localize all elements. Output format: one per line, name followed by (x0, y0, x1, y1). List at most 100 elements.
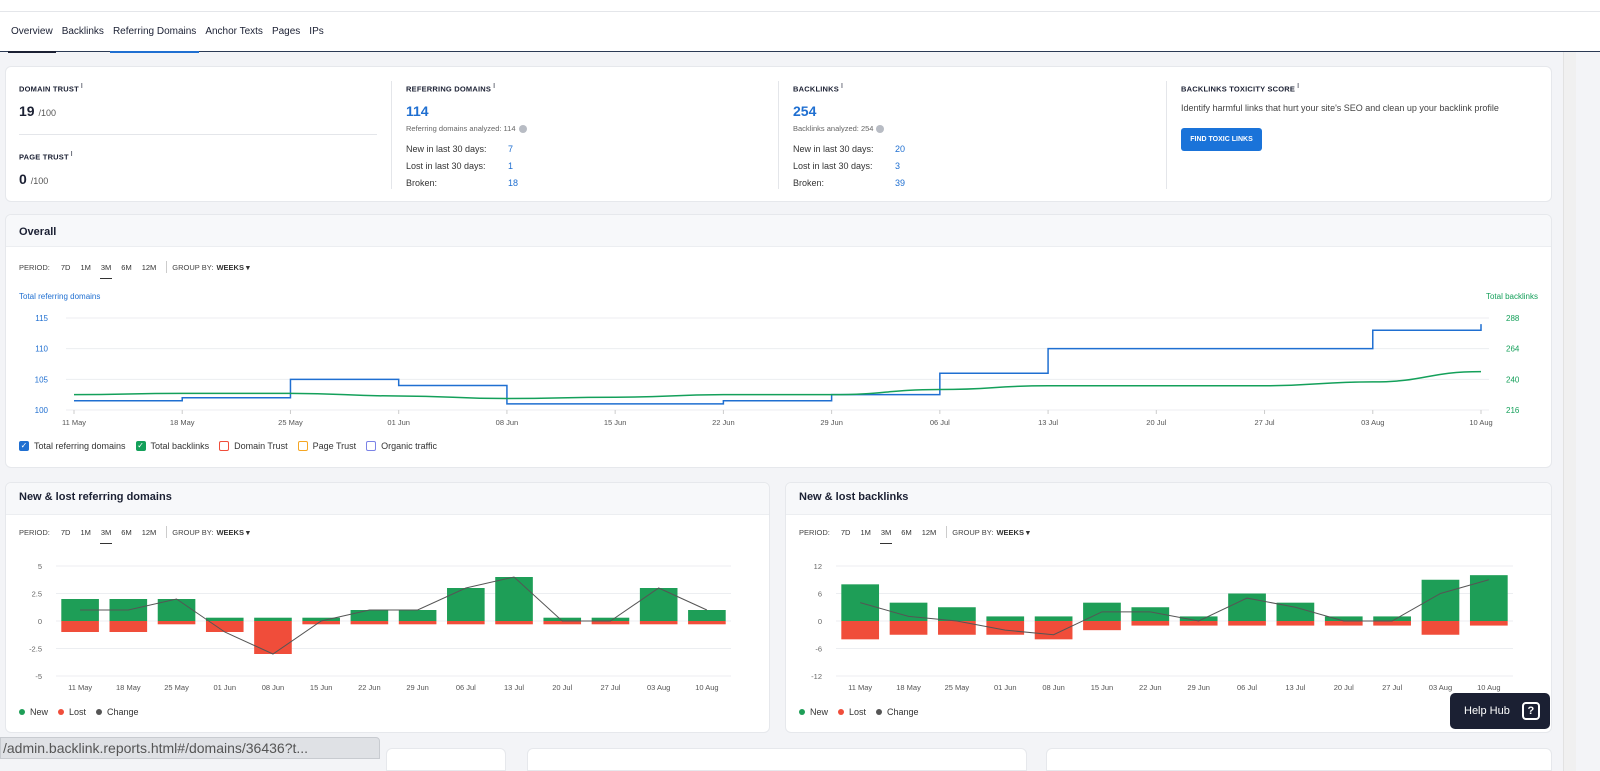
x-tick-label: 20 Jul (1146, 418, 1166, 427)
legend-total-referring-domains[interactable]: ✓ Total referring domains (19, 441, 126, 451)
x-tick-label: 11 May (848, 683, 872, 692)
bar-new (1421, 579, 1460, 621)
group-by-dropdown[interactable]: WEEKS ▾ (216, 527, 250, 537)
broken-value-link[interactable]: 39 (895, 177, 906, 188)
period-selector: PERIOD: 7D 1M 3M 6M 12M GROUP BY: WEEKS … (799, 526, 1030, 544)
referring-domains-value[interactable]: 114 (406, 103, 429, 119)
y-tick-label: 0 (818, 617, 822, 626)
legend-lost[interactable]: Lost (838, 707, 866, 717)
period-3m[interactable]: 3M (99, 527, 113, 544)
period-12m[interactable]: 12M (141, 262, 157, 272)
period-6m[interactable]: 6M (121, 262, 132, 272)
lost-value-link[interactable]: 1 (508, 160, 514, 171)
lost-value-link[interactable]: 3 (895, 160, 901, 171)
legend-lost[interactable]: Lost (58, 707, 86, 717)
overall-legend: ✓ Total referring domains ✓ Total backlink… (19, 441, 447, 451)
legend-new[interactable]: New (799, 707, 828, 717)
bar-lost (1034, 621, 1073, 640)
info-icon[interactable]: i (1297, 83, 1300, 90)
period-label: PERIOD: (19, 262, 50, 272)
period-7d[interactable]: 7D (840, 527, 851, 537)
help-icon[interactable] (518, 124, 527, 133)
period-7d[interactable]: 7D (60, 262, 71, 272)
y-tick-label-left: 100 (35, 406, 49, 415)
checkbox-icon (297, 441, 308, 451)
overall-line-chart: 100 105 110 115 216 240 264 288 11 May 18 May 25 M… (35, 314, 1520, 427)
y-tick-label-left: 105 (35, 375, 49, 384)
page-scrollbar[interactable] (1563, 52, 1576, 771)
bar-lost (157, 621, 196, 625)
right-axis-title: Total backlinks (1485, 292, 1538, 301)
tab-overview[interactable]: Overview (8, 12, 56, 53)
tab-referring-domains[interactable]: Referring Domains (109, 12, 200, 53)
group-by-dropdown[interactable]: WEEKS ▾ (996, 527, 1030, 537)
help-icon[interactable] (876, 124, 885, 133)
card-title: New & lost backlinks (799, 491, 909, 503)
y-tick-label: -6 (815, 645, 822, 654)
broken-value-link[interactable]: 18 (508, 177, 519, 188)
divider (166, 261, 168, 273)
tab-pages[interactable]: Pages (271, 25, 301, 37)
legend-page-trust[interactable]: Page Trust (297, 441, 356, 451)
legend-domain-trust[interactable]: Domain Trust (219, 441, 288, 451)
tab-anchor-texts[interactable]: Anchor Texts (205, 25, 263, 37)
tab-ips[interactable]: IPs (309, 25, 324, 37)
y-tick-label: 6 (818, 590, 822, 599)
bar-lost (1373, 621, 1411, 626)
find-toxic-links-button[interactable]: FIND TOXIC LINKS (1181, 128, 1262, 151)
period-1m[interactable]: 1M (80, 262, 91, 272)
x-tick-label: 29 Jun (1187, 683, 1210, 692)
legend-change[interactable]: Change (96, 707, 139, 717)
new-value-link[interactable]: 20 (895, 143, 906, 154)
legend-change[interactable]: Change (876, 707, 919, 717)
x-tick-label: 22 Jun (358, 683, 381, 692)
bar-lost (1083, 621, 1121, 631)
y-tick-label: 5 (38, 562, 42, 571)
x-tick-label: 01 Jun (213, 683, 236, 692)
legend-total-backlinks[interactable]: ✓ Total backlinks (135, 441, 210, 451)
x-tick-label: 15 Jun (310, 683, 333, 692)
period-12m[interactable]: 12M (141, 527, 157, 537)
period-3m[interactable]: 3M (99, 262, 113, 279)
checkbox-checked-icon: ✓ (19, 441, 29, 451)
new-value-link[interactable]: 7 (508, 143, 514, 154)
x-tick-label: 13 Jul (504, 683, 524, 692)
info-icon[interactable]: i (70, 151, 73, 158)
backlinks-value[interactable]: 254 (793, 103, 817, 119)
x-tick-label: 06 Jul (1237, 683, 1257, 692)
period-12m[interactable]: 12M (921, 527, 937, 537)
legend-new[interactable]: New (19, 707, 48, 717)
period-3m[interactable]: 3M (879, 527, 893, 544)
bar-new (398, 610, 437, 621)
bar-new (350, 610, 389, 621)
period-1m[interactable]: 1M (80, 527, 91, 537)
period-6m[interactable]: 6M (121, 527, 132, 537)
page-trust-value: 0 /100 (19, 171, 49, 187)
info-icon[interactable]: i (493, 83, 496, 90)
period-1m[interactable]: 1M (860, 527, 871, 537)
x-tick-label: 22 Jun (1139, 683, 1162, 692)
series-line-change (80, 576, 708, 655)
divider (166, 526, 168, 538)
divider (1166, 81, 1167, 189)
y-tick-label: 2.5 (32, 590, 42, 599)
divider (778, 81, 779, 189)
card-header (6, 215, 1551, 247)
info-icon[interactable]: i (80, 83, 84, 90)
legend-organic-traffic[interactable]: Organic traffic (366, 441, 437, 451)
period-6m[interactable]: 6M (901, 527, 912, 537)
bar-lost (398, 621, 437, 625)
info-icon[interactable]: i (840, 83, 844, 90)
period-7d[interactable]: 7D (60, 527, 71, 537)
x-tick-label: 03 Aug (1361, 418, 1384, 427)
new-label: New in last 30 days: (793, 143, 874, 154)
card-title: New & lost referring domains (19, 491, 172, 503)
group-by-dropdown[interactable]: WEEKS ▾ (216, 262, 250, 272)
x-tick-label: 18 May (116, 683, 141, 692)
tab-backlinks[interactable]: Backlinks (61, 25, 104, 37)
x-tick-label: 18 May (896, 683, 921, 692)
period-label: PERIOD: (19, 527, 50, 537)
x-tick-label: 06 Jul (930, 418, 950, 427)
toxicity-column: BACKLINKS TOXICITY SCORE i Identify harmf… (1181, 67, 1546, 203)
help-hub-button[interactable]: Help Hub ? (1450, 693, 1550, 729)
